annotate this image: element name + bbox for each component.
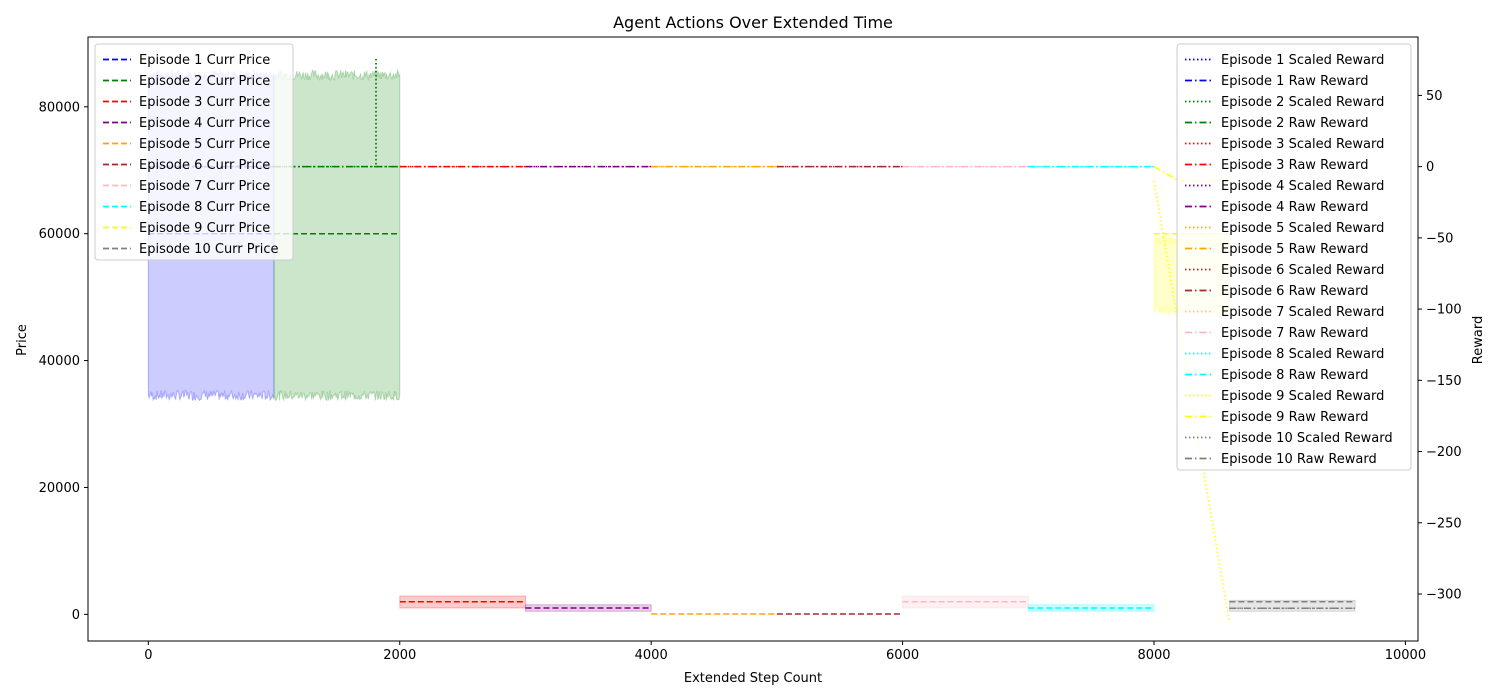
y-left-tick-label: 40000 [39, 354, 80, 369]
x-tick-label: 2000 [383, 648, 416, 663]
legend-label: Episode 4 Scaled Reward [1221, 179, 1384, 194]
legend-label: Episode 7 Scaled Reward [1221, 305, 1384, 320]
legend-label: Episode 2 Curr Price [139, 74, 270, 89]
legend-label: Episode 8 Raw Reward [1221, 368, 1368, 383]
y-axis-right: 50 0 −50 −100 −150 −200 −250 −300 [1418, 89, 1462, 602]
legend-label: Episode 8 Curr Price [139, 200, 270, 215]
legend-label: Episode 1 Scaled Reward [1221, 53, 1384, 68]
x-axis-title: Extended Step Count [684, 671, 822, 686]
legend-label: Episode 9 Raw Reward [1221, 410, 1368, 425]
legend-label: Episode 10 Scaled Reward [1221, 431, 1393, 446]
y-axis-right-title: Reward [1471, 316, 1486, 364]
y-right-tick-label: −100 [1426, 303, 1462, 318]
band-6 [1027, 604, 1155, 612]
y-right-tick-label: −250 [1426, 516, 1462, 531]
legend-label: Episode 2 Raw Reward [1221, 116, 1368, 131]
band-4 [525, 604, 652, 612]
series-episode-9-scaled-reward [1153, 180, 1231, 623]
legend-label: Episode 4 Curr Price [139, 116, 270, 131]
y-right-tick-label: 0 [1426, 160, 1434, 175]
legend-label: Episode 6 Curr Price [139, 158, 270, 173]
legend-box [94, 43, 294, 261]
legend-label: Episode 7 Raw Reward [1221, 326, 1368, 341]
legend-label: Episode 10 Curr Price [139, 242, 278, 257]
legend-label: Episode 6 Scaled Reward [1221, 263, 1384, 278]
y-axis-left-title: Price [15, 324, 30, 356]
legend-label: Episode 3 Raw Reward [1221, 158, 1368, 173]
legend-left: Episode 1 Curr Price Episode 2 Curr Price… [94, 43, 294, 261]
chart-title: Agent Actions Over Extended Time [613, 13, 893, 32]
x-tick-label: 6000 [886, 648, 919, 663]
x-tick-label: 10000 [1385, 648, 1426, 663]
legend-label: Episode 2 Scaled Reward [1221, 95, 1384, 110]
plot-frame [87, 36, 1419, 642]
y-left-tick-label: 0 [72, 608, 80, 623]
y-axis-left: 0 20000 40000 60000 80000 [39, 100, 88, 623]
legend-label: Episode 7 Curr Price [139, 179, 270, 194]
y-left-tick-label: 80000 [39, 100, 80, 115]
legend-label: Episode 1 Curr Price [139, 53, 270, 68]
legend-label: Episode 9 Curr Price [139, 221, 270, 236]
legend-label: Episode 1 Raw Reward [1221, 74, 1368, 89]
legend-label: Episode 9 Scaled Reward [1221, 389, 1384, 404]
legend-label: Episode 5 Curr Price [139, 137, 270, 152]
series-episode-2-scaled-reward [274, 59, 400, 168]
legend-label: Episode 5 Raw Reward [1221, 242, 1368, 257]
legend-label: Episode 8 Scaled Reward [1221, 347, 1384, 362]
x-tick-label: 0 [144, 648, 152, 663]
y-right-tick-label: −300 [1426, 587, 1462, 602]
x-axis: 0 2000 4000 6000 8000 10000 [144, 641, 1426, 663]
legend-label: Episode 3 Curr Price [139, 95, 270, 110]
legend-label: Episode 4 Raw Reward [1221, 200, 1368, 215]
legend-label: Episode 5 Scaled Reward [1221, 221, 1384, 236]
y-left-tick-label: 60000 [39, 227, 80, 242]
band-2 [273, 68, 401, 402]
legend-label: Episode 6 Raw Reward [1221, 284, 1368, 299]
y-right-tick-label: −50 [1426, 231, 1453, 246]
y-right-tick-label: 50 [1426, 89, 1443, 104]
legend-right: Episode 1 Scaled Reward Episode 1 Raw Rew… [1176, 43, 1412, 471]
x-tick-label: 4000 [635, 648, 668, 663]
legend-label: Episode 3 Scaled Reward [1221, 137, 1384, 152]
y-right-tick-label: −200 [1426, 445, 1462, 460]
x-tick-label: 8000 [1137, 648, 1170, 663]
legend-box [1176, 43, 1412, 471]
y-left-tick-label: 20000 [39, 481, 80, 496]
legend-label: Episode 10 Raw Reward [1221, 452, 1377, 467]
y-right-tick-label: −150 [1426, 374, 1462, 389]
